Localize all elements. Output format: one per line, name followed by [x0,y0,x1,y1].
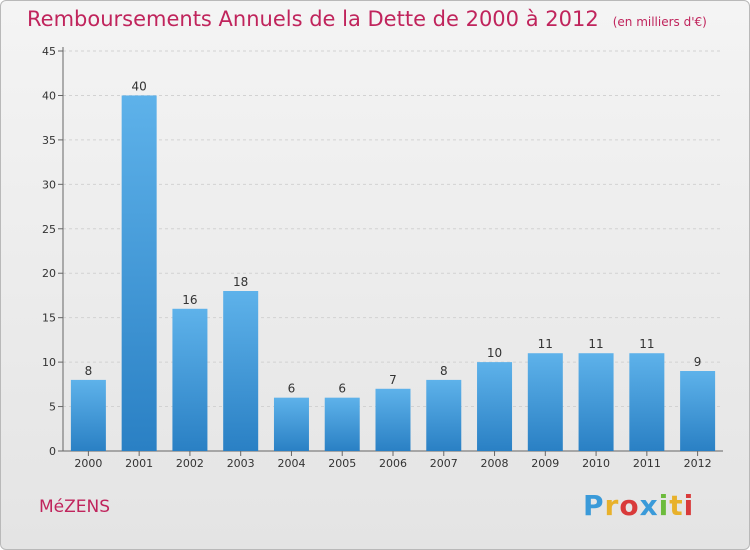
bar [426,379,462,451]
data-label: 8 [85,364,93,378]
data-label: 8 [440,364,448,378]
bar [70,379,106,451]
data-label: 11 [639,337,654,351]
bar [324,397,360,451]
logo-letter: i [658,489,670,522]
data-label: 11 [588,337,603,351]
y-tick-label: 25 [42,223,56,236]
bars [70,95,716,451]
data-label: 9 [694,355,702,369]
bar [223,291,259,451]
x-tick-label: 2000 [74,457,102,470]
labels: 2000 8 2001 40 2002 16 2003 18 2004 6 2005 6 2006 7 20… [74,79,711,470]
bar [121,95,157,451]
data-label: 6 [338,382,346,396]
logo-letter: i [683,489,695,522]
y-tick-label: 20 [42,267,56,280]
data-label: 10 [487,346,502,360]
y-tick-label: 10 [42,356,56,369]
bar [527,353,563,451]
proxiti-logo: Proxiti [583,489,694,522]
x-tick-label: 2001 [125,457,153,470]
y-tick-label: 5 [49,401,56,414]
data-label: 40 [132,79,147,93]
chart-subtitle: (en milliers d'€) [612,15,707,29]
x-tick-label: 2005 [328,457,356,470]
chart-title-text: Remboursements Annuels de la Dette de 20… [27,7,599,31]
x-tick-label: 2008 [481,457,509,470]
bar [680,371,716,451]
y-tick-label: 0 [49,445,56,458]
gridlines [63,50,723,408]
x-tick-label: 2009 [531,457,559,470]
logo-letter: x [639,489,659,522]
bar [375,388,411,451]
bar [578,353,614,451]
data-label: 18 [233,275,248,289]
bar [629,353,665,451]
commune-name: MéZENS [39,497,111,517]
y-tick-label: 35 [42,134,56,147]
x-tick-label: 2004 [277,457,305,470]
logo-letter: r [604,489,620,522]
x-tick-label: 2012 [684,457,712,470]
data-label: 11 [538,337,553,351]
bar [273,397,309,451]
data-label: 16 [182,293,197,307]
chart-title: Remboursements Annuels de la Dette de 20… [27,7,707,31]
x-tick-label: 2007 [430,457,458,470]
data-label: 7 [389,373,397,387]
logo-letter: o [619,489,640,522]
y-tick-label: 45 [42,45,56,58]
logo-letter: P [583,489,605,522]
x-tick-label: 2003 [227,457,255,470]
y-tick-label: 15 [42,312,56,325]
x-tick-label: 2011 [633,457,661,470]
y-tick-label: 30 [42,178,56,191]
bar [477,362,513,451]
logo-letter: t [669,489,684,522]
y-tick-label: 40 [42,89,56,102]
data-label: 6 [288,382,296,396]
x-tick-label: 2002 [176,457,204,470]
x-tick-label: 2006 [379,457,407,470]
x-tick-label: 2010 [582,457,610,470]
bar [172,308,208,451]
